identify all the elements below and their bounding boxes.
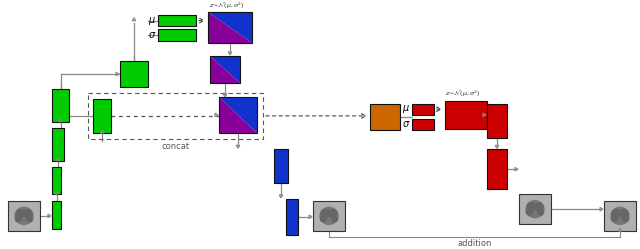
Bar (52, 201, 61, 229)
Circle shape (321, 209, 330, 217)
Polygon shape (208, 12, 252, 43)
Polygon shape (219, 97, 257, 133)
Polygon shape (210, 56, 240, 83)
Circle shape (321, 216, 326, 222)
Text: $\mu$: $\mu$ (148, 15, 156, 27)
Circle shape (611, 216, 617, 222)
Text: $z\!\sim\!\mathcal{N}(\mu,\sigma^2)$: $z\!\sim\!\mathcal{N}(\mu,\sigma^2)$ (209, 0, 244, 11)
Bar (519, 194, 551, 224)
Bar (412, 104, 434, 115)
Bar (8, 201, 40, 231)
Circle shape (620, 209, 628, 217)
Bar (412, 119, 434, 130)
Polygon shape (219, 97, 257, 133)
Circle shape (15, 207, 33, 224)
Circle shape (527, 203, 535, 211)
Circle shape (332, 216, 338, 222)
Circle shape (534, 203, 543, 211)
Bar (286, 199, 298, 235)
Bar (604, 201, 636, 231)
Text: concat: concat (161, 142, 189, 151)
Circle shape (623, 216, 628, 222)
Text: $\sigma$: $\sigma$ (148, 30, 156, 40)
Bar (88, 93, 263, 139)
Polygon shape (210, 56, 240, 83)
Bar (445, 101, 487, 129)
Circle shape (15, 216, 21, 222)
Circle shape (526, 209, 532, 215)
Text: $\sigma$: $\sigma$ (401, 120, 410, 129)
Circle shape (538, 209, 543, 215)
Circle shape (526, 201, 544, 218)
Bar (52, 167, 61, 194)
Bar (52, 89, 69, 122)
Text: $z\!\sim\!\mathcal{N}(\mu,\sigma^2)$: $z\!\sim\!\mathcal{N}(\mu,\sigma^2)$ (445, 89, 481, 99)
Circle shape (27, 216, 33, 222)
Text: $\mu$: $\mu$ (402, 103, 410, 115)
Circle shape (16, 209, 24, 217)
Bar (219, 97, 257, 133)
Bar (52, 128, 64, 161)
Bar (158, 29, 196, 41)
Bar (487, 149, 507, 189)
Circle shape (611, 207, 629, 224)
Bar (313, 201, 345, 231)
Bar (120, 61, 148, 87)
Circle shape (612, 209, 620, 217)
Circle shape (24, 209, 32, 217)
Text: addition: addition (458, 239, 492, 248)
Bar (158, 15, 196, 26)
Bar (208, 12, 252, 43)
Circle shape (320, 207, 338, 224)
Polygon shape (208, 12, 252, 43)
Bar (210, 56, 240, 83)
Bar (370, 104, 400, 130)
Bar (93, 99, 111, 133)
Bar (487, 104, 507, 138)
Circle shape (329, 209, 337, 217)
Bar (274, 149, 288, 184)
